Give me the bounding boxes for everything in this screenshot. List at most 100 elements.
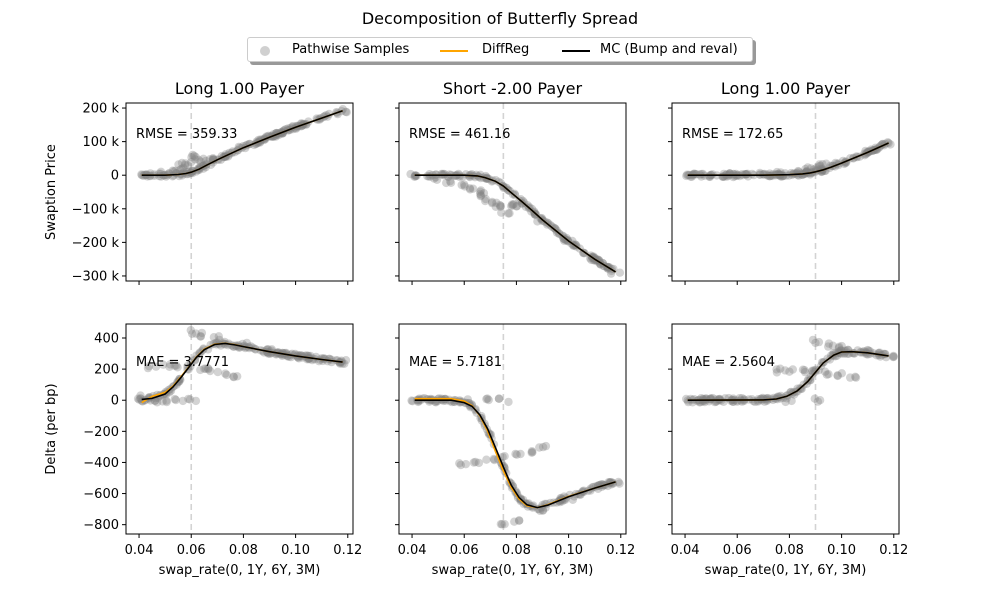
- sample-point: [410, 172, 420, 181]
- sample-point: [533, 217, 542, 226]
- sample-point: [683, 396, 692, 405]
- y-tick-label: −200: [83, 425, 119, 440]
- figure-title: Decomposition of Butterfly Spread: [361, 9, 639, 28]
- sample-point: [171, 395, 181, 405]
- sample-point: [688, 398, 697, 407]
- sample-point: [145, 171, 155, 181]
- sample-point: [199, 344, 208, 353]
- sample-point: [170, 394, 179, 404]
- sample-point: [579, 248, 588, 258]
- sample-point: [456, 460, 465, 470]
- x-tick-label: 0.12: [606, 543, 635, 558]
- sample-point: [467, 400, 476, 409]
- sample-point: [439, 169, 448, 179]
- sample-point: [798, 170, 807, 180]
- sample-point: [813, 397, 823, 406]
- sample-point: [187, 157, 196, 167]
- subplot-2: RMSE = 461.16 Short -2.00 Payer: [395, 79, 627, 285]
- sample-point: [175, 165, 185, 174]
- metric-annotation: RMSE = 172.65: [682, 127, 783, 142]
- axes-frame: [671, 102, 900, 282]
- sample-point: [824, 339, 834, 348]
- sample-point: [298, 351, 307, 361]
- sample-point: [822, 159, 831, 168]
- sample-point: [327, 355, 336, 364]
- sample-point: [481, 194, 490, 204]
- sample-point: [800, 366, 809, 375]
- samples-layer: [682, 335, 898, 407]
- sample-point: [188, 150, 197, 160]
- sample-point: [779, 171, 788, 180]
- sample-point: [816, 161, 825, 171]
- sample-point: [829, 349, 838, 358]
- sample-point: [756, 394, 766, 403]
- sample-point: [749, 396, 758, 406]
- sample-point: [159, 360, 168, 369]
- sample-point: [774, 169, 783, 179]
- sample-point: [484, 395, 493, 405]
- sample-point: [455, 459, 464, 468]
- sample-point: [319, 354, 328, 363]
- sample-point: [222, 370, 231, 380]
- sample-point: [407, 396, 416, 405]
- subplot-5: 0.04 0.06 0.08 0.10 0.12 MAE = 5.7181 swap_rat…: [395, 323, 635, 578]
- sample-point: [187, 153, 196, 162]
- sample-point: [682, 171, 691, 181]
- sample-point: [504, 397, 513, 407]
- sample-point: [495, 200, 504, 210]
- sample-point: [772, 365, 781, 374]
- sample-point: [790, 390, 799, 399]
- samples-layer: [137, 105, 351, 181]
- axes-frame: [125, 323, 354, 535]
- y-tick-label: −400: [83, 456, 119, 471]
- sample-point: [136, 391, 145, 400]
- sample-point: [490, 455, 499, 465]
- sample-point: [514, 516, 524, 525]
- sample-point: [144, 362, 154, 371]
- sample-point: [489, 454, 498, 464]
- sample-point: [851, 372, 860, 381]
- sample-point: [496, 519, 506, 529]
- sample-point: [173, 363, 182, 372]
- x-tick-label: 0.04: [671, 543, 700, 558]
- sample-point: [507, 200, 517, 209]
- sample-point: [814, 366, 823, 375]
- sample-point: [341, 356, 351, 365]
- sample-point: [180, 160, 190, 170]
- sample-point: [743, 172, 753, 181]
- sample-point: [162, 397, 171, 407]
- sample-point: [778, 171, 788, 181]
- sample-point: [488, 197, 497, 207]
- sample-point: [461, 170, 471, 179]
- sample-point: [711, 397, 721, 406]
- sample-point: [728, 397, 738, 406]
- x-tick-label: 0.04: [125, 543, 154, 558]
- sample-point: [837, 369, 846, 378]
- sample-point: [822, 370, 832, 379]
- sample-point: [806, 164, 816, 173]
- sample-point: [765, 172, 775, 181]
- sample-point: [715, 394, 724, 404]
- sample-point: [196, 365, 205, 375]
- sample-point: [492, 198, 501, 207]
- samples-layer: [407, 394, 624, 529]
- y-axis-label: Delta (per bp): [44, 383, 59, 474]
- x-axis-label: swap_rate(0, 1Y, 6Y, 3M): [705, 563, 867, 578]
- legend-label-mc: MC (Bump and reval): [600, 42, 738, 57]
- sample-point: [482, 394, 491, 404]
- sample-point: [201, 364, 210, 373]
- x-tick-label: 0.10: [827, 543, 856, 558]
- sample-point: [737, 170, 747, 179]
- sample-point: [496, 201, 505, 211]
- sample-point: [482, 455, 491, 464]
- sample-point: [768, 171, 777, 181]
- sample-point: [786, 387, 796, 397]
- y-tick-label: −800: [83, 518, 119, 533]
- sample-point: [704, 397, 714, 406]
- sample-point: [840, 348, 849, 357]
- sample-point: [811, 365, 821, 374]
- sample-point: [194, 155, 203, 165]
- sample-point: [169, 167, 178, 176]
- sample-point: [342, 108, 351, 117]
- sample-point: [606, 269, 616, 278]
